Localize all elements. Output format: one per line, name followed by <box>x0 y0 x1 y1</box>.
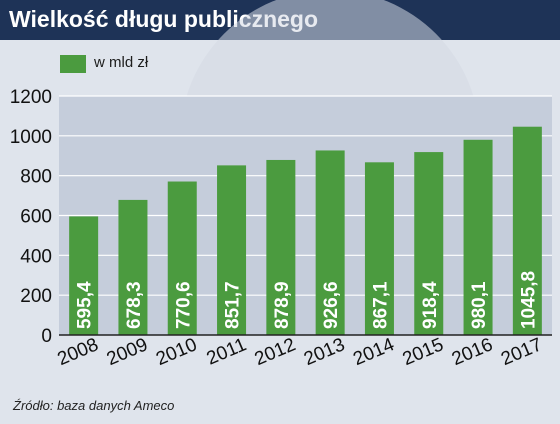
x-axis: 2008 2009 2010 2011 2012 2013 2014 2015 2016 2017 <box>54 334 552 370</box>
x-tick-label: 2015 <box>400 334 447 370</box>
bar <box>364 162 394 335</box>
x-tick-label: 2008 <box>54 334 101 370</box>
x-tick-label: 2017 <box>498 334 545 370</box>
legend-label: w mld zł <box>94 54 149 71</box>
y-tick-label: 1200 <box>10 87 52 108</box>
y-tick-label: 600 <box>20 207 52 228</box>
x-tick-label: 2009 <box>104 334 151 370</box>
bar <box>414 152 444 335</box>
bar-value-label: 878,9 <box>272 281 293 329</box>
bar <box>217 165 247 335</box>
x-tick-label: 2013 <box>301 334 348 370</box>
legend-swatch <box>60 55 86 73</box>
x-tick-label: 2011 <box>204 334 250 369</box>
bar-value-label: 851,7 <box>223 281 244 329</box>
y-axis: 0 200 400 600 800 1000 1200 <box>10 87 52 347</box>
bar-value-label: 926,6 <box>321 281 342 329</box>
y-tick-label: 200 <box>20 286 52 307</box>
x-tick-label: 2016 <box>449 334 496 370</box>
bar-value-label: 770,6 <box>173 281 194 329</box>
y-tick-label: 0 <box>41 326 52 347</box>
bar-value-label: 980,1 <box>469 281 490 329</box>
bar-value-label: 1045,8 <box>518 271 539 329</box>
bar-value-label: 595,4 <box>75 281 96 329</box>
bar <box>118 199 148 335</box>
bar <box>69 216 99 335</box>
bar-value-label: 918,4 <box>420 281 441 329</box>
bar <box>266 159 296 335</box>
y-tick-label: 800 <box>20 167 52 188</box>
bar <box>463 139 493 335</box>
y-tick-label: 1000 <box>10 127 52 148</box>
bar <box>512 126 542 335</box>
bar-value-labels: 595,4 678,3 770,6 851,7 878,9 926,6 867,1 918,4… <box>75 271 540 329</box>
x-tick-label: 2012 <box>252 334 299 370</box>
bar-value-label: 867,1 <box>370 281 391 329</box>
x-tick-label: 2014 <box>350 334 398 370</box>
x-tick-label: 2010 <box>153 334 200 370</box>
bar <box>167 181 197 335</box>
bar <box>315 150 345 335</box>
y-tick-label: 400 <box>20 246 52 267</box>
bar-value-label: 678,3 <box>124 281 145 329</box>
source-note: Źródło: baza danych Ameco <box>13 398 175 413</box>
bars <box>69 126 542 335</box>
